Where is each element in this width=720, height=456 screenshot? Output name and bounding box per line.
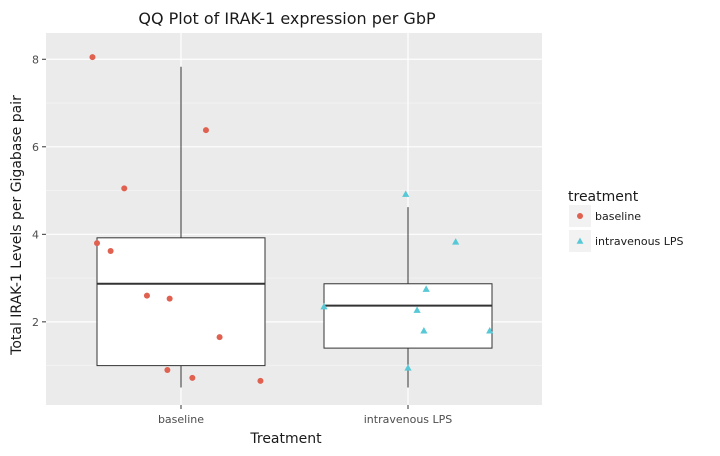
- data-point-circle: [164, 366, 171, 373]
- box-layer: [96, 66, 493, 388]
- box-iqr: [323, 283, 493, 349]
- data-point-circle: [89, 54, 96, 61]
- y-tick-label: 8: [32, 53, 39, 66]
- data-points: [89, 54, 494, 384]
- data-point-circle: [216, 334, 223, 341]
- axes: 2 4 6 8 baseline intravenous LPS: [32, 53, 452, 426]
- y-tick-label: 2: [32, 316, 39, 329]
- data-point-circle: [257, 377, 264, 384]
- y-axis-label: Total IRAK-1 Levels per Gigabase pair: [9, 95, 25, 356]
- chart-title: QQ Plot of IRAK-1 expression per GbP: [138, 9, 436, 28]
- data-point-circle: [94, 240, 101, 247]
- data-point-triangle: [486, 327, 494, 334]
- data-point-circle: [189, 374, 196, 381]
- legend-circle-marker: [577, 213, 583, 219]
- box-iqr: [96, 237, 266, 367]
- x-tick-label: intravenous LPS: [364, 413, 453, 426]
- data-point-triangle: [404, 364, 412, 371]
- data-point-triangle: [413, 306, 421, 313]
- data-point-circle: [143, 292, 150, 299]
- y-tick-label: 6: [32, 141, 39, 154]
- data-point-triangle: [320, 302, 328, 310]
- legend-label: intravenous LPS: [595, 235, 684, 248]
- data-point-circle: [202, 127, 209, 134]
- data-point-circle: [107, 247, 114, 254]
- legend: treatment baseline intravenous LPS: [568, 189, 684, 252]
- legend-triangle-marker: [576, 237, 584, 244]
- data-point-triangle: [402, 190, 410, 197]
- data-point-triangle: [452, 238, 460, 245]
- legend-label: baseline: [595, 210, 641, 223]
- x-tick-label: baseline: [158, 413, 204, 426]
- data-point-circle: [166, 295, 173, 302]
- x-axis-label: Treatment: [249, 431, 322, 447]
- legend-title: treatment: [568, 189, 639, 205]
- data-point-triangle: [422, 285, 430, 292]
- data-point-circle: [121, 185, 128, 192]
- data-point-triangle: [420, 327, 428, 334]
- y-tick-label: 4: [32, 228, 39, 241]
